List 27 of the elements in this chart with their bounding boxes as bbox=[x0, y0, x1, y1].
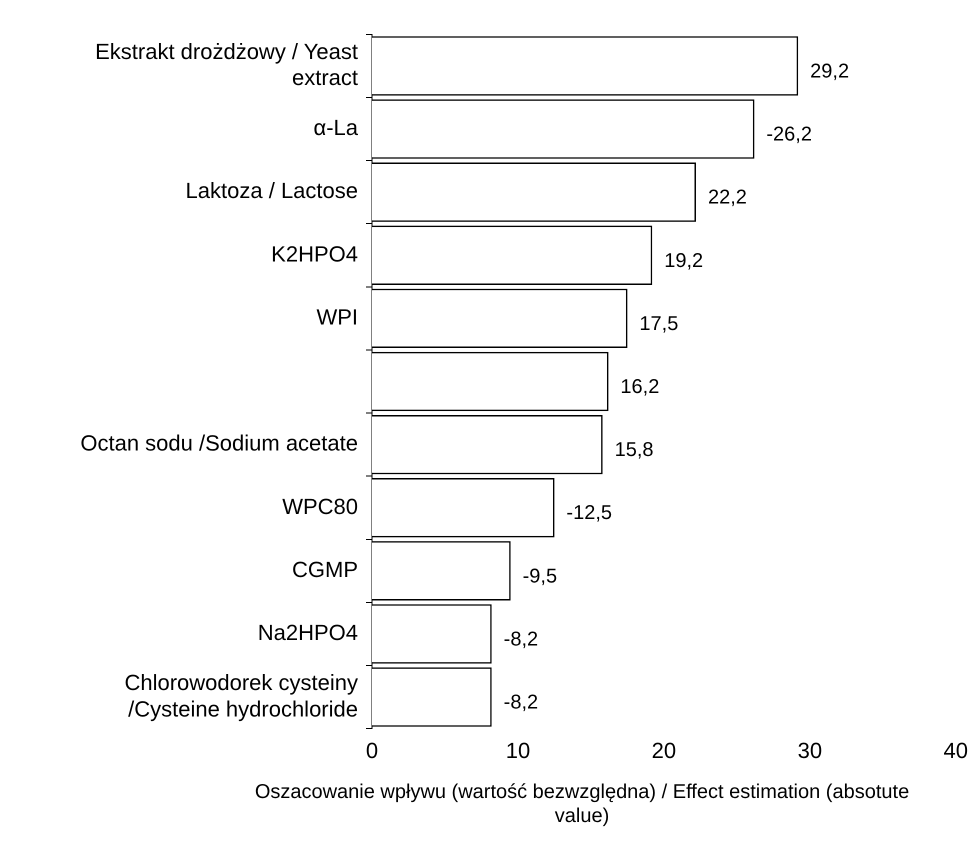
x-tick-label: 10 bbox=[506, 738, 530, 763]
annotation: -9,5 bbox=[522, 565, 558, 588]
annotation: 19,2 bbox=[664, 250, 704, 272]
annotation: -8,2 bbox=[504, 692, 538, 714]
x-tick-label: 20 bbox=[652, 738, 676, 763]
x-axis-title: Oszacowanie wpływu (wartość bezwzględna) / Effect estimation (absotute value) bbox=[254, 780, 910, 828]
annotation: 22,2 bbox=[708, 186, 747, 209]
x-tick-label: 0 bbox=[366, 738, 378, 763]
y-tick-label: Laktoza / Lactose bbox=[186, 178, 358, 204]
y-tick-label: Octan sodu /Sodium acetate bbox=[80, 430, 358, 456]
annotation: 15,8 bbox=[614, 439, 654, 462]
y-tick-label: K2HPO4 bbox=[271, 241, 358, 266]
y-tick-label: WPC80 bbox=[282, 494, 358, 519]
y-tick-label: WPI bbox=[316, 304, 358, 330]
annotation: -12,5 bbox=[566, 502, 612, 524]
annotation: 29,2 bbox=[810, 60, 850, 82]
annotation: -26,2 bbox=[766, 124, 812, 146]
annotation: 17,5 bbox=[639, 312, 678, 335]
y-tick-label: Na2HPO4 bbox=[258, 620, 358, 645]
y-tick-label: Chlorowodorek cysteiny /Cysteine hydrochloride bbox=[124, 670, 358, 722]
y-tick-label: Ekstrakt drożdżowy / Yeast extract bbox=[95, 38, 358, 90]
y-tick-label: CGMP bbox=[292, 556, 358, 582]
annotation: 16,2 bbox=[620, 376, 660, 398]
x-tick-label: 30 bbox=[798, 738, 822, 763]
x-tick-label: 40 bbox=[944, 738, 968, 763]
annotation: -8,2 bbox=[504, 628, 538, 650]
y-tick-label: α-La bbox=[313, 115, 359, 140]
